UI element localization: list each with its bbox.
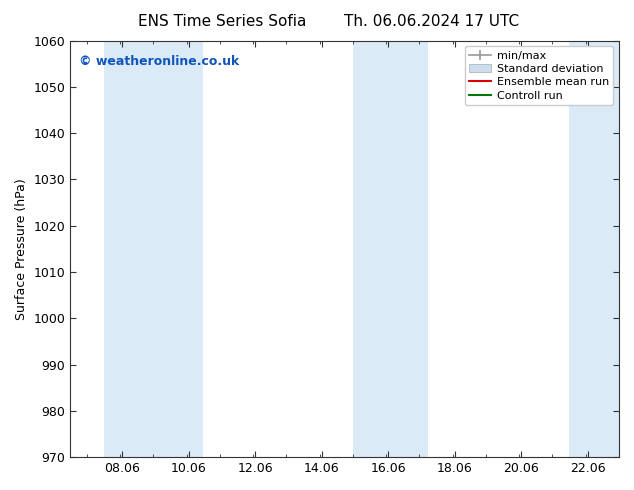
Text: Th. 06.06.2024 17 UTC: Th. 06.06.2024 17 UTC — [344, 14, 519, 29]
Bar — [569, 41, 619, 457]
Bar — [353, 41, 378, 457]
Text: © weatheronline.co.uk: © weatheronline.co.uk — [79, 55, 239, 68]
Legend: min/max, Standard deviation, Ensemble mean run, Controll run: min/max, Standard deviation, Ensemble me… — [465, 46, 614, 105]
Y-axis label: Surface Pressure (hPa): Surface Pressure (hPa) — [15, 178, 28, 320]
Text: ENS Time Series Sofia: ENS Time Series Sofia — [138, 14, 306, 29]
Bar — [103, 41, 145, 457]
Bar — [378, 41, 428, 457]
Bar — [145, 41, 204, 457]
